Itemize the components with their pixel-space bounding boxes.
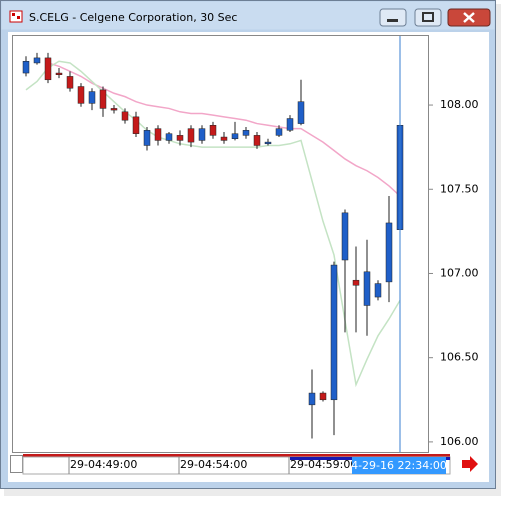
candle-body [187,128,195,143]
app-icon [9,10,23,23]
window-title: S.CELG - Celgene Corporation, 30 Sec [29,11,237,24]
candle-body [374,283,382,298]
candle-body [264,141,272,145]
candle-body [77,86,85,104]
candle-body [242,130,250,136]
candle-body [132,116,140,134]
candle-body [110,108,118,111]
title-bar [1,1,495,30]
cursor-label-bg [352,457,446,474]
scrollbar[interactable] [22,456,451,475]
candle-body [66,76,74,89]
candle-body [44,57,52,81]
candle-body [22,61,30,74]
plot-area [12,35,429,453]
y-tick-label: 106.00 [440,435,479,448]
candle-body [143,130,151,146]
scrollbar-top [23,454,450,457]
candle-body [165,133,173,141]
scroll-corner[interactable] [10,455,23,473]
x-tick-label: 29-04:59:00 [290,458,357,471]
candle-body [176,135,184,141]
candle-body [99,89,107,109]
y-tick-label: 108.00 [440,98,479,111]
app-icon-dot [17,16,20,19]
candle-body [88,91,96,104]
candle-body [275,128,283,136]
candle-body [33,57,41,64]
candle-body [308,392,316,406]
candle-body [352,279,360,286]
candle-body [121,111,129,121]
minimize-button[interactable] [379,8,407,27]
candle-body [341,212,349,261]
candle-body [286,118,294,131]
y-tick-label: 107.50 [440,182,479,195]
moving-average [47,62,401,197]
y-tick-label: 107.00 [440,266,479,279]
close-icon [463,12,475,23]
candle-body [385,222,393,283]
candle-body [154,128,162,141]
candle-body [363,271,371,306]
scroll-arrow[interactable] [462,456,478,472]
maximize-icon [422,12,434,22]
app-icon-dot [12,13,15,16]
candle-body [209,125,217,136]
moving-average [25,60,401,388]
x-tick-label: 29-04:49:00 [70,458,137,471]
maximize-button[interactable] [414,8,442,27]
candle-body [198,128,206,141]
minimize-icon [387,19,398,22]
candle-body [55,72,63,75]
candle-body [297,101,305,124]
candle-body [253,135,261,146]
candle-body [330,264,338,401]
y-tick-label: 106.50 [440,351,479,364]
x-tick-label: 29-04:54:00 [180,458,247,471]
candle-body [220,136,228,141]
candle-body [231,133,239,139]
cursor-label: 4-29-16 22:34:00 [351,459,447,472]
candle-body [319,392,327,401]
